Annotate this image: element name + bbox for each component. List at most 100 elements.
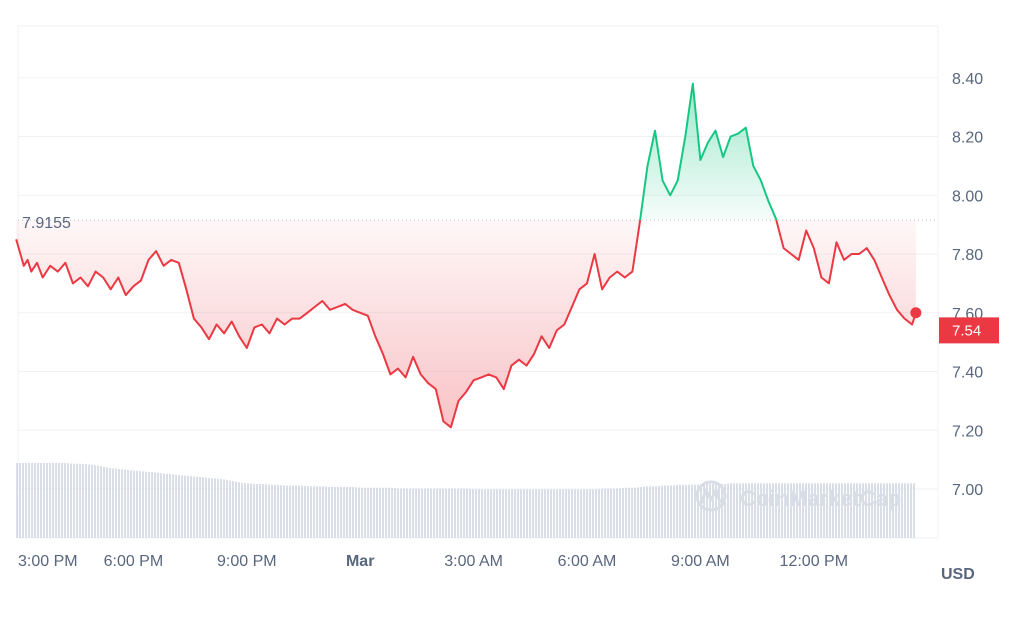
volume-bar (850, 483, 852, 538)
volume-bar (562, 489, 564, 538)
volume-bar (856, 483, 858, 538)
volume-bar (106, 467, 108, 538)
volume-bar (301, 485, 303, 538)
volume-bar (43, 463, 45, 538)
volume-bar (457, 488, 459, 538)
volume-bar (736, 483, 738, 538)
volume-bar (130, 470, 132, 538)
volume-bar (184, 475, 186, 538)
volume-bar (103, 466, 105, 538)
y-tick-label: 7.00 (952, 482, 983, 499)
y-tick-label: 7.40 (952, 365, 983, 382)
volume-bar (535, 489, 537, 538)
volume-bar (742, 483, 744, 538)
volume-bar (586, 489, 588, 538)
volume-bar (181, 475, 183, 538)
volume-bar (298, 485, 300, 538)
volume-bar (802, 483, 804, 538)
volume-bar (205, 477, 207, 538)
volume-bar (754, 483, 756, 538)
volume-bar (445, 488, 447, 538)
volume-bar (499, 489, 501, 538)
volume-bar (79, 463, 81, 538)
volume-bar (268, 484, 270, 538)
volume-bar (829, 483, 831, 538)
volume-bar (100, 466, 102, 538)
volume-bar (763, 483, 765, 538)
volume-bar (85, 464, 87, 538)
volume-bar (715, 484, 717, 538)
volume-bar (241, 482, 243, 538)
volume-bar (592, 489, 594, 538)
volume-bar (571, 489, 573, 538)
volume-bar (325, 486, 327, 538)
volume-bar (661, 485, 663, 538)
volume-bar (418, 488, 420, 538)
volume-bar (319, 486, 321, 538)
volume-bar (148, 471, 150, 538)
volume-bar (673, 485, 675, 538)
volume-bar (583, 489, 585, 538)
volume-bar (442, 488, 444, 538)
volume-bar (430, 488, 432, 538)
volume-bar (289, 485, 291, 538)
volume-bar (70, 463, 72, 538)
volume-bar (481, 489, 483, 538)
x-tick-label: Mar (346, 553, 374, 570)
volume-bar (235, 481, 237, 538)
volume-bar (40, 463, 42, 538)
volume-bar (427, 488, 429, 538)
volume-bar (160, 473, 162, 538)
volume-bar (664, 485, 666, 538)
volume-bar (751, 483, 753, 538)
volume-bar (637, 487, 639, 538)
volume-bar (523, 489, 525, 538)
volume-bar (511, 489, 513, 538)
volume-bar (808, 483, 810, 538)
volume-bar (847, 483, 849, 538)
volume-bar (67, 463, 69, 538)
volume-bar (316, 486, 318, 538)
volume-bar (463, 488, 465, 538)
volume-bar (577, 489, 579, 538)
x-tick-label: 6:00 PM (104, 553, 164, 570)
volume-bar (538, 489, 540, 538)
volume-bar (367, 487, 369, 538)
logo-mark (700, 488, 722, 504)
volume-bar (448, 488, 450, 538)
volume-bar (643, 486, 645, 538)
volume-bar (739, 483, 741, 538)
volume-bar (250, 483, 252, 538)
volume-bar (55, 463, 57, 538)
volume-bar (496, 489, 498, 538)
volume-bar (652, 486, 654, 538)
volume-bar (667, 485, 669, 538)
volume-bar (415, 488, 417, 538)
volume-bar (274, 484, 276, 538)
volume-bar (379, 487, 381, 538)
volume-bar (211, 478, 213, 538)
volume-bar (304, 485, 306, 538)
volume-bar (322, 486, 324, 538)
volume-bar (514, 489, 516, 538)
volume-bar (133, 470, 135, 538)
area-below-reference (16, 220, 916, 428)
volume-bar (625, 487, 627, 538)
volume-bar (94, 465, 96, 538)
volume-bar (145, 471, 147, 538)
volume-bar (520, 489, 522, 538)
volume-bar (256, 484, 258, 538)
volume-bar (118, 468, 120, 538)
volume-bar (859, 483, 861, 538)
volume-bar (601, 488, 603, 538)
volume-bar (166, 473, 168, 538)
volume-bar (196, 476, 198, 538)
volume-bar (526, 489, 528, 538)
volume-bar (478, 489, 480, 538)
volume-bar (778, 483, 780, 538)
volume-bar (898, 483, 900, 538)
volume-bar (877, 483, 879, 538)
volume-bar (541, 489, 543, 538)
volume-bar (115, 468, 117, 538)
